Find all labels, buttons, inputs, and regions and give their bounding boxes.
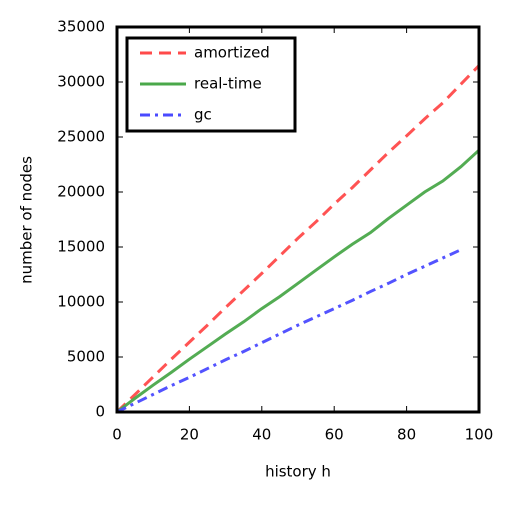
y-tick-label: 25000 (57, 128, 105, 146)
series-line (116, 149, 481, 414)
y-axis-label: number of nodes (18, 156, 36, 284)
plot-frame (115, 25, 481, 414)
y-tick-label: 35000 (57, 18, 105, 36)
x-tick-label: 60 (325, 426, 344, 444)
y-tick-label: 15000 (57, 238, 105, 256)
x-tick-label: 20 (180, 426, 199, 444)
legend-label: real-time (194, 75, 262, 93)
x-tick-label: 0 (112, 426, 122, 444)
x-tick-label: 40 (252, 426, 271, 444)
y-tick-label: 20000 (57, 183, 105, 201)
x-tick-label: 80 (397, 426, 416, 444)
series-line (115, 64, 481, 414)
legend-label: amortized (194, 44, 270, 62)
y-tick-label: 5000 (67, 348, 105, 366)
y-tick-label: 0 (95, 403, 105, 421)
series-line (116, 248, 462, 414)
x-tick-label: 100 (465, 426, 494, 444)
y-tick-label: 30000 (57, 73, 105, 91)
y-tick-label: 10000 (57, 293, 105, 311)
x-axis-label: history h (265, 463, 331, 481)
legend-label: gc (194, 106, 212, 124)
